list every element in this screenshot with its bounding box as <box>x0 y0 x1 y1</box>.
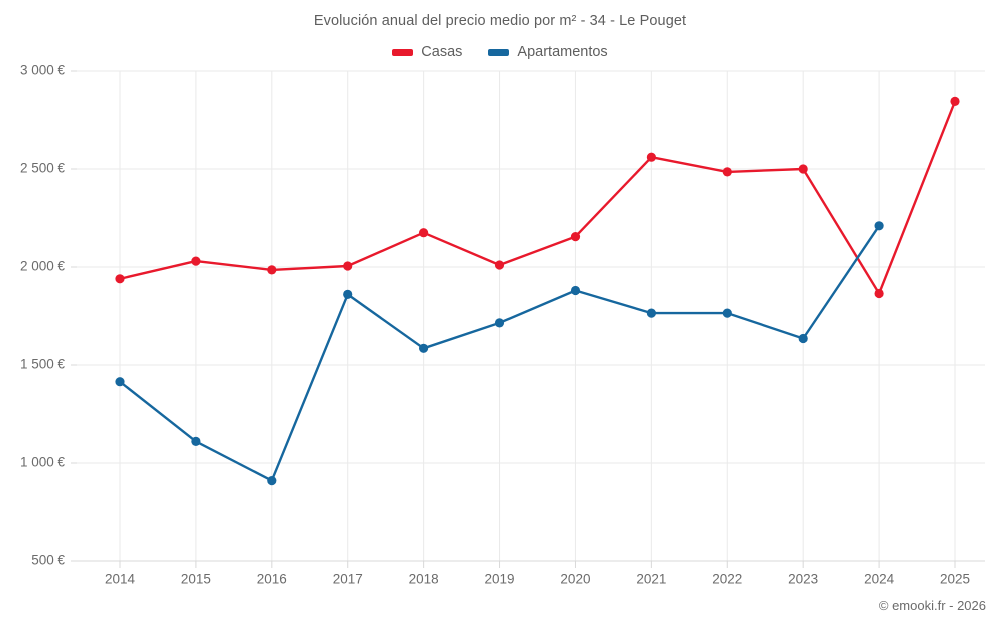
data-point-apartamentos[interactable] <box>115 377 125 387</box>
x-axis-tick-label: 2018 <box>409 572 439 587</box>
x-axis-tick-label: 2014 <box>105 572 136 587</box>
data-point-apartamentos[interactable] <box>570 285 581 296</box>
x-axis-tick-label: 2021 <box>636 572 666 587</box>
y-axis-tick-label: 3 000 € <box>20 63 66 78</box>
x-axis-tick-label: 2017 <box>333 572 363 587</box>
x-axis-tick-label: 2020 <box>560 572 590 587</box>
data-point-casas[interactable] <box>494 260 505 270</box>
x-axis-tick-label: 2025 <box>940 572 970 587</box>
x-axis-tick-label: 2016 <box>257 572 287 587</box>
chart-credit: © emooki.fr - 2026 <box>878 598 986 613</box>
data-point-casas[interactable] <box>267 265 277 275</box>
legend-item-casas[interactable]: Casas <box>392 44 462 60</box>
x-axis-tick-label: 2015 <box>181 572 211 587</box>
y-axis-tick-label: 2 500 € <box>20 161 66 176</box>
data-point-casas[interactable] <box>722 167 732 177</box>
x-axis-tick-label: 2023 <box>788 572 818 587</box>
data-point-apartamentos[interactable] <box>494 318 505 328</box>
y-axis-tick-label: 2 000 € <box>20 259 66 274</box>
x-axis-tick-label: 2019 <box>485 572 515 587</box>
data-point-apartamentos[interactable] <box>419 343 429 353</box>
data-point-apartamentos[interactable] <box>646 308 657 318</box>
data-point-casas[interactable] <box>343 261 353 271</box>
series-line-casas <box>118 100 957 295</box>
data-point-apartamentos[interactable] <box>874 221 884 231</box>
data-point-apartamentos[interactable] <box>191 436 201 446</box>
y-axis-tick-label: 1 000 € <box>20 455 66 470</box>
legend-item-apartamentos[interactable]: Apartamentos <box>488 44 608 60</box>
chart-legend: Casas Apartamentos <box>0 44 1000 60</box>
data-point-casas[interactable] <box>874 288 884 299</box>
legend-label-apartamentos: Apartamentos <box>517 44 608 60</box>
data-point-casas[interactable] <box>115 274 125 284</box>
y-axis-tick-label: 1 500 € <box>20 357 66 372</box>
chart-title: Evolución anual del precio medio por m² … <box>313 13 687 29</box>
legend-swatch-casas <box>392 48 414 56</box>
y-axis-tick-label: 500 € <box>31 553 65 568</box>
x-axis-tick-label: 2024 <box>864 572 895 587</box>
data-point-casas[interactable] <box>570 232 581 242</box>
data-point-apartamentos[interactable] <box>722 308 732 318</box>
x-axis-tick-label: 2022 <box>712 572 742 587</box>
legend-swatch-apartamentos <box>488 48 510 56</box>
data-point-apartamentos[interactable] <box>267 476 277 486</box>
data-point-casas[interactable] <box>191 256 201 266</box>
data-point-apartamentos[interactable] <box>798 333 808 344</box>
data-point-casas[interactable] <box>798 164 808 174</box>
data-point-casas[interactable] <box>419 228 429 238</box>
data-point-casas[interactable] <box>950 96 960 106</box>
legend-label-casas: Casas <box>421 44 463 60</box>
data-point-casas[interactable] <box>646 152 657 162</box>
data-point-apartamentos[interactable] <box>343 289 353 299</box>
